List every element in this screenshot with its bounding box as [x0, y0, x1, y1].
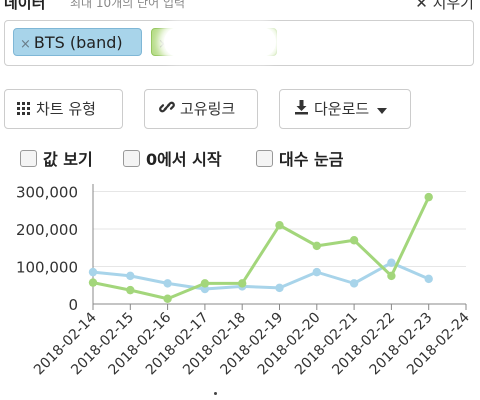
download-button[interactable]: 다운로드	[279, 89, 411, 129]
data-point	[349, 279, 359, 288]
stray-mark	[214, 392, 217, 395]
clear-button[interactable]: ✕ 지우기	[415, 0, 474, 12]
start-zero-option[interactable]: 0에서 시작	[123, 148, 222, 172]
section-hint: 최대 10개의 단어 입력	[70, 0, 186, 10]
data-point	[349, 236, 359, 245]
chart-type-label: 차트 유형	[36, 100, 96, 118]
series-line-2	[92, 196, 431, 301]
data-point	[163, 279, 172, 288]
log-scale-option[interactable]: 대수 눈금	[256, 148, 343, 172]
header-bar: 데이터 최대 10개의 단어 입력 ✕ 지우기	[0, 0, 480, 12]
redaction	[164, 27, 276, 57]
data-point	[275, 221, 284, 230]
caret-down-icon	[376, 91, 387, 129]
data-point	[200, 279, 210, 288]
remove-tag-icon[interactable]: ×	[158, 37, 169, 52]
tag-label: BTS (band)	[33, 33, 123, 52]
chart-type-button[interactable]: 차트 유형	[4, 89, 123, 129]
grid-icon	[17, 102, 30, 115]
data-point	[163, 294, 172, 303]
link-icon	[159, 91, 175, 129]
permalink-label: 고유링크	[180, 100, 236, 118]
download-icon	[294, 91, 309, 129]
y-tick-label: 300,000	[16, 184, 78, 202]
log-scale-checkbox[interactable]	[256, 150, 273, 167]
show-values-checkbox[interactable]	[20, 150, 37, 167]
permalink-button[interactable]: 고유링크	[144, 89, 258, 129]
show-values-label: 값 보기	[43, 150, 93, 169]
log-scale-label: 대수 눈금	[279, 150, 344, 169]
section-title: 데이터	[4, 0, 46, 12]
start-zero-label: 0에서 시작	[146, 150, 222, 169]
remove-tag-icon[interactable]: ×	[20, 37, 31, 52]
y-tick-label: 200,000	[16, 221, 78, 239]
download-label: 다운로드	[314, 100, 370, 118]
data-point	[275, 283, 284, 293]
chart-options: 값 보기 0에서 시작 대수 눈금	[20, 148, 480, 172]
data-point	[88, 278, 98, 287]
y-tick-label: 100,000	[16, 259, 78, 277]
data-point	[88, 267, 98, 277]
trend-chart: 0100,000200,000300,0002018-02-142018-02-…	[16, 184, 473, 379]
data-point	[238, 279, 247, 288]
show-values-option[interactable]: 값 보기	[20, 148, 93, 172]
data-point	[387, 271, 396, 281]
data-point	[387, 258, 396, 267]
tag-bts: × BTS (band)	[13, 28, 142, 56]
data-point	[424, 192, 433, 202]
data-point	[126, 285, 135, 295]
data-point	[312, 241, 321, 251]
series-line-1	[92, 261, 430, 291]
data-point	[424, 274, 433, 284]
data-point	[312, 267, 321, 277]
data-point	[126, 271, 135, 281]
y-tick-label: 0	[68, 296, 78, 314]
start-zero-checkbox[interactable]	[123, 150, 140, 167]
